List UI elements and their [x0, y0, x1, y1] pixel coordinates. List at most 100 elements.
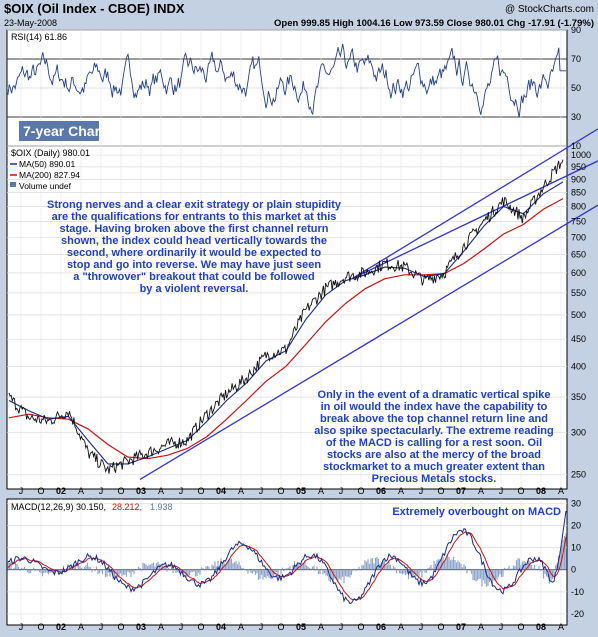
annotation-top-line: stage. Having broken above the first cha… — [60, 223, 329, 235]
annotation-bottom: Only in the event of a dramatic vertical… — [314, 389, 553, 485]
x-tick-label: 07 — [456, 486, 466, 496]
x-tick-label: O — [197, 622, 204, 632]
x-tick-label: 05 — [296, 622, 306, 632]
x-tick-label: A — [318, 486, 324, 496]
x-tick-label: A — [78, 486, 84, 496]
x-tick-label: O — [277, 486, 284, 496]
x-tick-label: A — [78, 622, 84, 632]
legend-ma50: MA(50) 890.01 — [19, 159, 75, 169]
ma200-line — [8, 198, 564, 460]
price-tick-label: 750 — [571, 216, 586, 226]
annotation-top: Strong nerves and a clear exit strategy … — [47, 199, 342, 295]
macd-tick-label: 10 — [571, 543, 581, 553]
macd-tick-label: 30 — [571, 498, 581, 508]
x-tick-label: A — [398, 622, 404, 632]
price-tick-label: 650 — [571, 249, 586, 259]
x-tick-label: 03 — [136, 486, 146, 496]
annotation-top-line: are the qualifications for entrants to t… — [52, 211, 337, 223]
price-tick-label: 250 — [571, 470, 586, 480]
price-tick-label: 500 — [571, 310, 586, 320]
x-tick-label: O — [357, 486, 364, 496]
legend-price: $OIX (Daily) 980.01 — [11, 148, 90, 158]
x-tick-label: 05 — [296, 486, 306, 496]
x-tick-label: O — [197, 486, 204, 496]
x-tick-label: 02 — [56, 622, 66, 632]
channel-line — [351, 128, 598, 280]
chart-title: $OIX (Oil Index - CBOE) INDX — [4, 1, 185, 16]
x-tick-label: O — [437, 622, 444, 632]
annotation-top-line: stop and go into reverse. We may have ju… — [67, 259, 321, 271]
macd-label-main: MACD(12,26,9) 30.150, — [11, 502, 106, 512]
x-tick-label: O — [117, 622, 124, 632]
price-tick-label: 400 — [571, 361, 586, 371]
rsi-tick-label: 70 — [571, 54, 581, 64]
x-tick-label: J — [19, 486, 24, 496]
annotation-macd: Extremely overbought on MACD — [392, 506, 561, 518]
price-tick-label: 450 — [571, 334, 586, 344]
macd-label-signal: 28.212, — [112, 502, 142, 512]
x-tick-label: O — [517, 486, 524, 496]
rsi-tick-label: 90 — [571, 25, 581, 35]
annotation-top-line: second, where ordinarily it would be exp… — [67, 247, 322, 259]
price-tick-label: 350 — [571, 392, 586, 402]
x-tick-label: O — [37, 622, 44, 632]
rsi-label: RSI(14) 61.86 — [11, 32, 67, 42]
x-tick-label: J — [419, 486, 424, 496]
x-tick-label: A — [478, 486, 484, 496]
annotation-bottom-line: break above the top channel return line … — [320, 413, 548, 425]
rsi-tick-label: 50 — [571, 83, 581, 93]
x-tick-label: 08 — [536, 486, 546, 496]
annotation-top-line: Strong nerves and a clear exit strategy … — [47, 199, 342, 211]
x-tick-label: A — [238, 486, 244, 496]
annotation-top-line: by a violent reversal. — [140, 283, 249, 295]
x-tick-label: J — [499, 622, 504, 632]
x-tick-label: J — [339, 622, 344, 632]
legend-volume-swatch — [10, 182, 16, 187]
price-tick-label: 1000 — [571, 150, 591, 160]
price-panel — [6, 145, 568, 490]
x-tick-label: 06 — [376, 486, 386, 496]
x-tick-label: 08 — [536, 622, 546, 632]
macd-label-hist: 1.938 — [150, 502, 173, 512]
annotation-bottom-line: stocks are also at the mercy of the broa… — [327, 449, 541, 461]
price-tick-label: 550 — [571, 288, 586, 298]
price-line — [8, 159, 564, 474]
x-tick-label: J — [499, 486, 504, 496]
rsi-line — [7, 43, 566, 118]
x-tick-label: O — [117, 486, 124, 496]
x-tick-label: A — [238, 622, 244, 632]
channel-line — [351, 160, 598, 280]
rsi-tick-label: 30 — [571, 112, 581, 122]
price-tick-label: 900 — [571, 174, 586, 184]
price-tick-label: 950 — [571, 162, 586, 172]
annotation-bottom-line: also spike spectacularly. The extreme re… — [314, 425, 553, 437]
x-tick-label: J — [179, 486, 184, 496]
x-tick-label: O — [517, 622, 524, 632]
price-legend: $OIX (Daily) 980.01 MA(50) 890.01 MA(200… — [10, 148, 90, 191]
price-tick-label: 300 — [571, 428, 586, 438]
x-tick-label: A — [478, 622, 484, 632]
rsi-tick-label: 10 — [571, 141, 581, 151]
macd-tick-label: 20 — [571, 521, 581, 531]
x-tick-label: O — [437, 486, 444, 496]
legend-ma200: MA(200) 827.94 — [19, 170, 80, 180]
x-tick-label: J — [259, 486, 264, 496]
x-tick-label: 07 — [456, 622, 466, 632]
x-tick-label: 06 — [376, 622, 386, 632]
annotation-bottom-line: Only in the event of a dramatic vertical… — [318, 389, 551, 401]
legend-volume: Volume undef — [19, 181, 72, 191]
x-tick-label: J — [99, 622, 104, 632]
annotation-top-line: a "throwover" breakout that could be fol… — [73, 271, 314, 283]
annotation-bottom-line: in oil would the index have the capabili… — [321, 401, 548, 413]
macd-legend: MACD(12,26,9) 30.150, 28.212, 1.938 — [11, 502, 173, 512]
x-tick-label: O — [357, 622, 364, 632]
x-tick-label: J — [19, 622, 24, 632]
x-tick-label: A — [318, 622, 324, 632]
chart-date: 23-May-2008 — [4, 18, 57, 28]
annotation-bottom-line: of the MACD is calling for a rest soon. … — [326, 437, 542, 449]
x-tick-label: A — [398, 486, 404, 496]
chart-badge — [19, 121, 99, 141]
annotation-bottom-line: stockmarket to a much greater extent tha… — [323, 461, 545, 473]
x-tick-label: A — [558, 486, 564, 496]
